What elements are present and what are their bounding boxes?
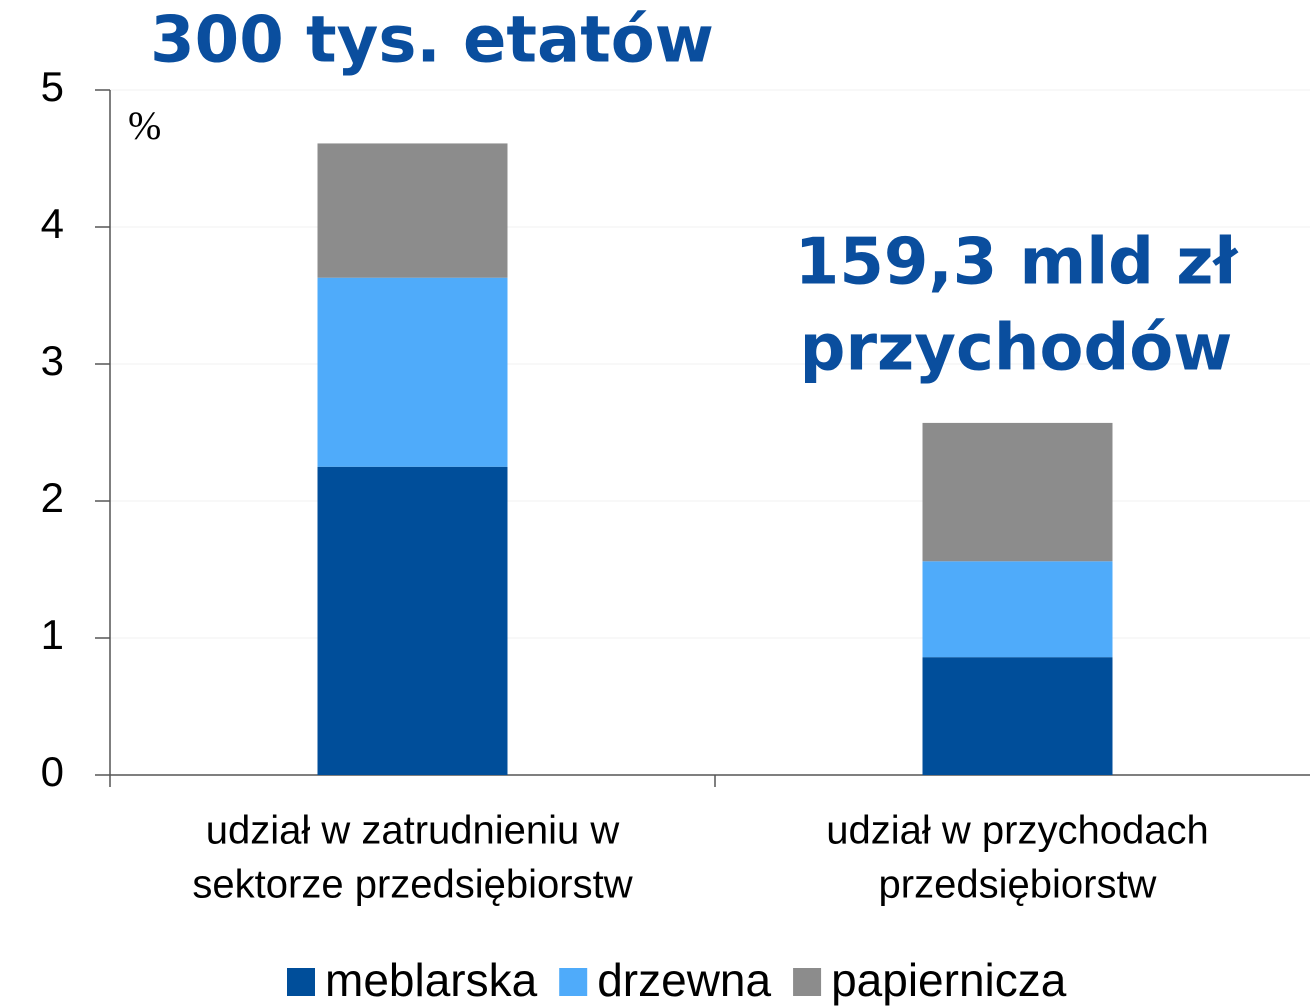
bar-segment <box>317 277 508 467</box>
legend-label: drzewna <box>597 954 771 1006</box>
y-tick-label: 2 <box>41 474 64 521</box>
legend-label: papiernicza <box>831 954 1067 1006</box>
bar-segment <box>922 422 1113 562</box>
annotation: 300 tys. etatów <box>150 4 714 78</box>
legend-swatch <box>559 968 588 996</box>
bar-segment <box>922 561 1113 658</box>
unit-label: % <box>128 103 161 148</box>
legend-label: meblarska <box>325 954 538 1006</box>
bar-segment <box>317 143 508 278</box>
x-tick-label: przedsiębiorstw <box>879 863 1157 907</box>
y-tick-label: 1 <box>41 611 64 658</box>
bar-segment <box>922 657 1113 775</box>
y-tick-label: 3 <box>41 337 64 384</box>
bar-segment <box>317 466 508 775</box>
x-tick-label: udział w przychodach <box>826 809 1208 853</box>
x-tick-label: sektorze przedsiębiorstw <box>192 863 632 907</box>
annotation: 159,3 mld zł <box>795 226 1239 300</box>
y-tick-label: 0 <box>41 748 64 795</box>
y-tick-label: 5 <box>41 63 64 110</box>
annotation: przychodów <box>800 312 1233 386</box>
x-tick-label: udział w zatrudnieniu w <box>206 809 620 853</box>
legend-swatch <box>793 968 822 996</box>
y-tick-label: 4 <box>41 200 64 247</box>
legend-swatch <box>287 968 315 996</box>
